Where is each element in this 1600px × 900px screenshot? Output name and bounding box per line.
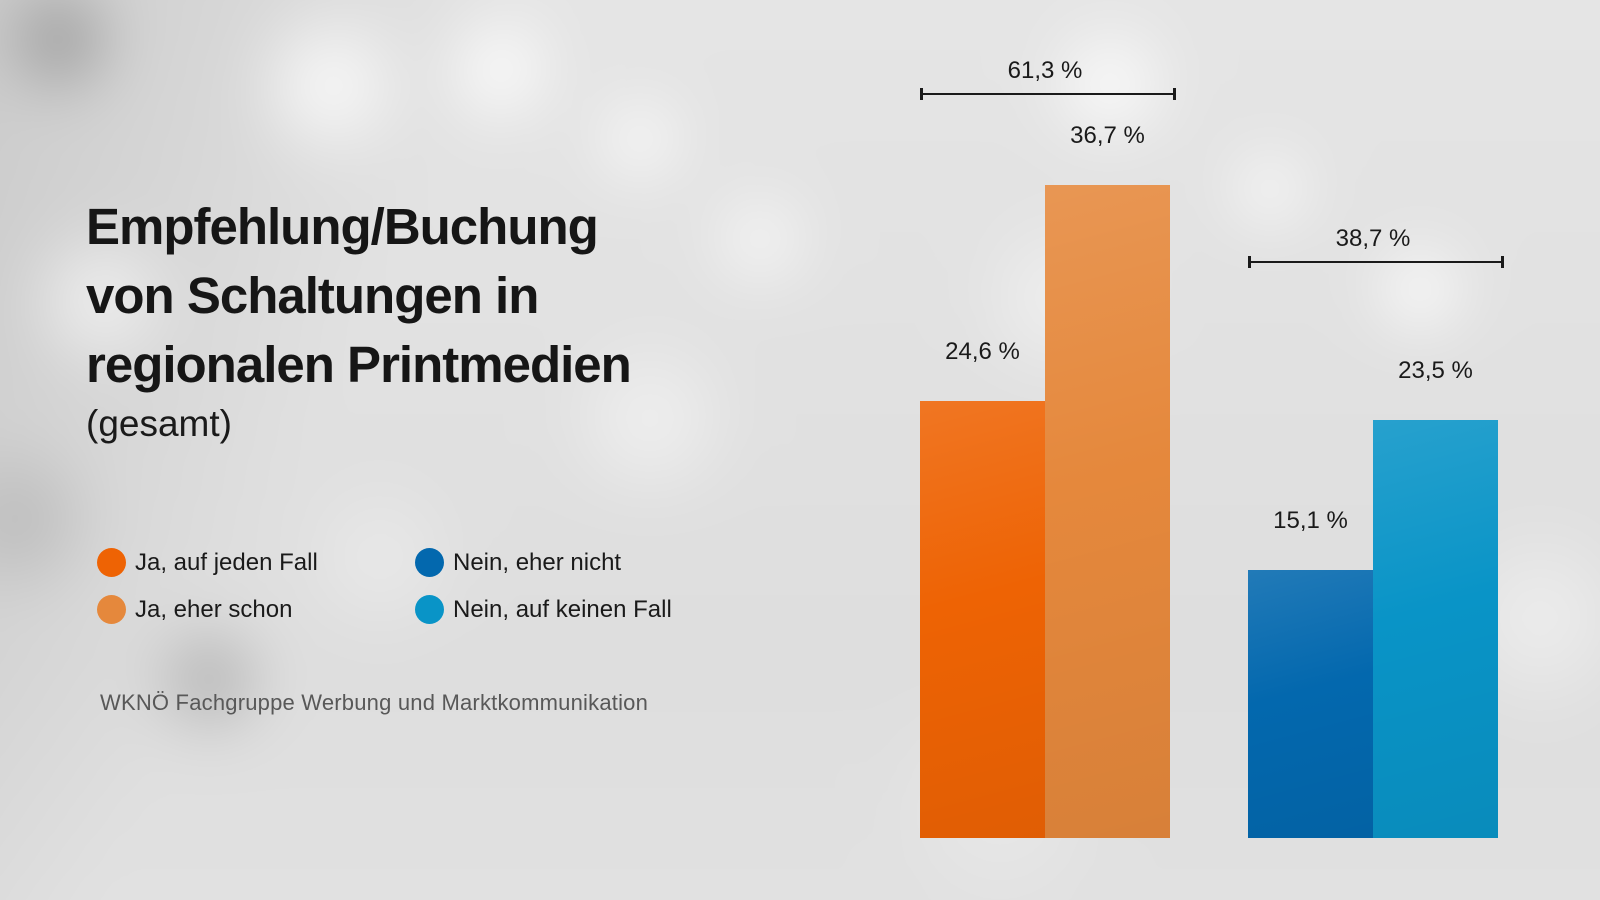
bar-ja-eher-schon — [1045, 185, 1170, 838]
bar-nein-eher-nicht — [1248, 570, 1373, 838]
source-attribution: WKNÖ Fachgruppe Werbung und Marktkommuni… — [100, 690, 649, 715]
chart-title-line: von Schaltungen in — [86, 267, 539, 324]
bar-value-label-nein-auf-keinen-fall: 23,5 % — [1398, 357, 1473, 384]
group-bracket-1 — [920, 88, 1176, 100]
group-bracket-label-1: 61,3 % — [1007, 57, 1083, 84]
legend-color-dot — [415, 595, 444, 624]
group-bracket-line — [1251, 261, 1501, 263]
legend-color-dot — [97, 595, 126, 624]
chart-subtitle: (gesamt) — [86, 403, 232, 444]
legend-label: Ja, auf jeden Fall — [135, 549, 318, 576]
title-block: Empfehlung/Buchung von Schaltungen in re… — [86, 192, 632, 447]
legend-item-ja-auf-jeden-fall: Ja, auf jeden Fall — [97, 548, 415, 577]
legend-item-nein-eher-nicht: Nein, eher nicht — [415, 548, 672, 577]
bar-value-label-ja-eher-schon: 36,7 % — [1070, 122, 1145, 149]
bar-nein-auf-keinen-fall — [1373, 420, 1498, 838]
chart-title: Empfehlung/Buchung von Schaltungen in re… — [86, 192, 632, 399]
legend-color-dot — [415, 548, 444, 577]
chart-legend: Ja, auf jeden Fall Ja, eher schon Nein, eh… — [97, 548, 672, 624]
bar-value-label-ja-auf-jeden-fall: 24,6 % — [945, 338, 1020, 365]
group-bracket-label-2: 38,7 % — [1335, 225, 1411, 252]
chart-title-line: Empfehlung/Buchung — [86, 198, 599, 255]
group-bracket-line — [923, 93, 1173, 95]
bar-value-label-nein-eher-nicht: 15,1 % — [1273, 507, 1348, 534]
bar-ja-auf-jeden-fall — [920, 401, 1045, 838]
legend-item-ja-eher-schon: Ja, eher schon — [97, 595, 415, 624]
legend-item-nein-auf-keinen-fall: Nein, auf keinen Fall — [415, 595, 672, 624]
legend-color-dot — [97, 548, 126, 577]
legend-label: Ja, eher schon — [135, 596, 293, 623]
legend-label: Nein, eher nicht — [453, 549, 622, 576]
legend-label: Nein, auf keinen Fall — [453, 596, 672, 623]
group-bracket-2 — [1248, 256, 1504, 268]
chart-title-line: regionalen Printmedien — [86, 336, 632, 393]
